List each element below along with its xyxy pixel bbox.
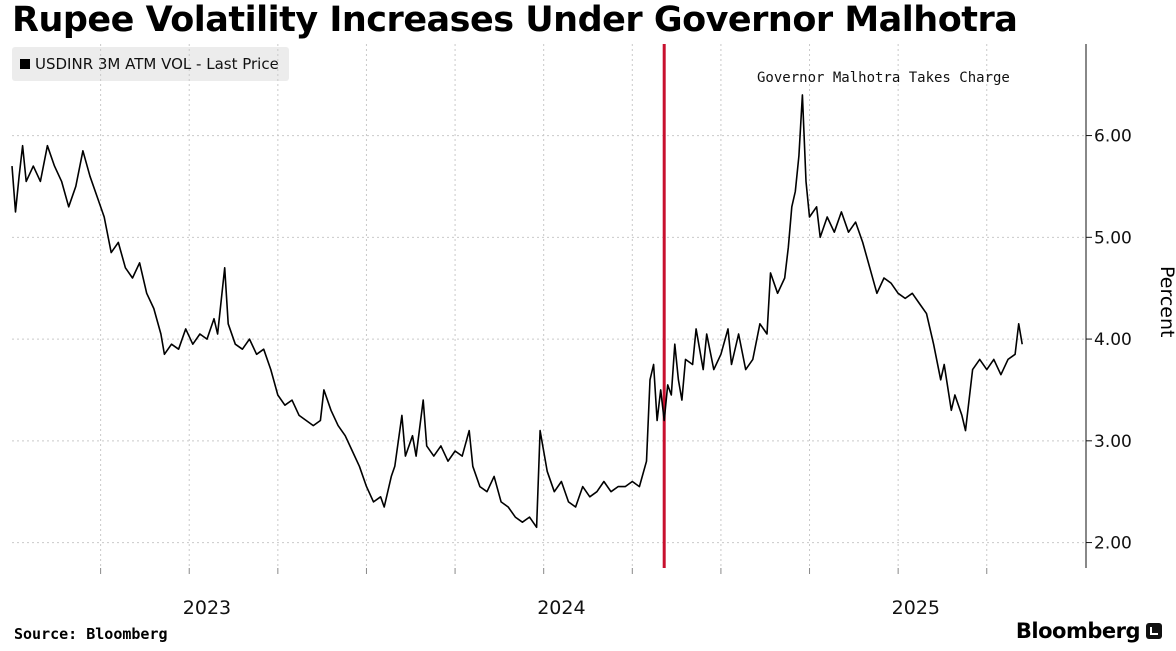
grid-layer (12, 44, 1086, 568)
source-note: Source: Bloomberg (14, 625, 168, 643)
bloomberg-terminal-icon (1146, 623, 1162, 639)
x-tick-label: 2025 (892, 597, 940, 619)
x-tick-label: 2024 (537, 597, 585, 619)
y-axis-label: Percent (1156, 266, 1176, 338)
y-tick-label: 4.00 (1094, 330, 1132, 350)
y-tick-label: 5.00 (1094, 228, 1132, 248)
chart-legend: USDINR 3M ATM VOL - Last Price (12, 47, 289, 81)
axis-layer: 2.00 3.00 4.00 5.00 6.00 2023 2024 2025 (100, 44, 1132, 619)
annotation-label: Governor Malhotra Takes Charge (757, 70, 1010, 86)
legend-swatch (20, 59, 30, 69)
x-tick-label: 2023 (183, 597, 231, 619)
legend-label: USDINR 3M ATM VOL - Last Price (35, 55, 279, 73)
series-line-usdinr-vol (11, 94, 1023, 529)
line-layer (11, 94, 1023, 529)
brand-label: Bloomberg (1015, 619, 1141, 643)
y-tick-label: 6.00 (1094, 127, 1132, 147)
brand-logo: Bloomberg (1016, 619, 1162, 643)
y-tick-label: 3.00 (1094, 432, 1132, 452)
y-tick-label: 2.00 (1094, 534, 1132, 554)
chart-title: Rupee Volatility Increases Under Governo… (12, 0, 1018, 40)
